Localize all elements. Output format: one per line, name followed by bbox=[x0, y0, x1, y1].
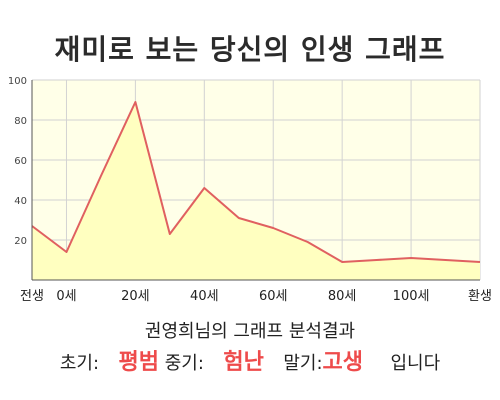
verdict-ending: 입니다 bbox=[390, 353, 441, 374]
mid-label: 중기: bbox=[164, 353, 204, 374]
x-tick-label: 100세 bbox=[393, 289, 430, 304]
analysis-subtitle: 권영희님의 그래프 분석결과 bbox=[144, 321, 356, 342]
early-value: 평범 bbox=[118, 350, 159, 375]
analysis-verdict: 초기: 평범 중기: 험난 말기:고생 입니다 bbox=[0, 348, 500, 379]
late-value: 고생 bbox=[322, 350, 363, 375]
x-tick-label: 80세 bbox=[328, 289, 357, 304]
x-tick-label: 60세 bbox=[259, 289, 288, 304]
series-area bbox=[32, 102, 480, 280]
y-tick-label: 80 bbox=[14, 116, 27, 127]
y-tick-label: 100 bbox=[8, 76, 27, 87]
late-label: 말기: bbox=[283, 353, 323, 374]
series-line bbox=[31, 101, 481, 263]
early-label: 초기: bbox=[59, 353, 100, 374]
x-tick-label: 20세 bbox=[121, 289, 150, 304]
y-tick-label: 60 bbox=[14, 156, 27, 167]
x-tick-label: 0세 bbox=[56, 289, 76, 304]
mid-value: 험난 bbox=[223, 350, 264, 375]
y-tick-label: 40 bbox=[14, 196, 27, 207]
life-graph-chart: 20 40 60 80 100 전생 0세 20세 40세 60세 80세 100세 환생 bbox=[8, 76, 492, 304]
x-tick-label: 전생 bbox=[20, 289, 44, 304]
chart-title: 재미로 보는 당신의 인생 그래프 bbox=[54, 33, 446, 66]
y-tick-label: 20 bbox=[14, 236, 27, 247]
x-tick-label: 환생 bbox=[468, 289, 492, 304]
x-tick-label: 40세 bbox=[190, 289, 219, 304]
